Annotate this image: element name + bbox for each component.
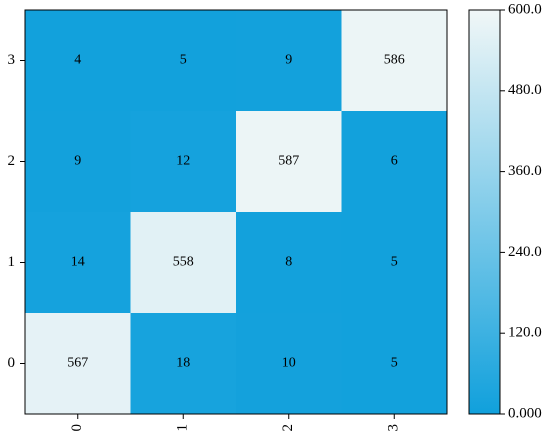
cell-label: 5	[180, 53, 187, 68]
x-tick-label: 3	[386, 424, 402, 432]
cell-label: 9	[74, 154, 81, 169]
heatmap-cell	[25, 10, 131, 111]
cell-label: 9	[285, 53, 292, 68]
heatmap-cell	[341, 212, 447, 313]
cell-label: 8	[285, 255, 292, 270]
heatmap-cell	[236, 212, 342, 313]
heatmap-cell	[25, 212, 131, 313]
cell-label: 18	[176, 356, 190, 371]
heatmap-cell	[25, 313, 131, 414]
colorbar-tick-label: 480.0	[508, 82, 542, 98]
plot-frame	[24, 9, 448, 415]
y-tick-label: 1	[8, 254, 16, 270]
cell-label: 10	[282, 356, 296, 371]
heatmap-cell	[236, 111, 342, 212]
cell-label: 5	[391, 255, 398, 270]
x-tick-label: 2	[280, 424, 296, 432]
cell-label: 6	[391, 154, 398, 169]
cell-label: 586	[384, 53, 405, 68]
y-tick-label: 0	[8, 355, 16, 371]
cell-label: 14	[71, 255, 85, 270]
x-tick-label: 1	[175, 424, 191, 432]
heatmap-cell	[341, 313, 447, 414]
heatmap-cell	[236, 313, 342, 414]
colorbar-tick-label: 120.0	[508, 325, 542, 341]
heatmap-cell	[341, 10, 447, 111]
colorbar-tick-label: 240.0	[508, 244, 542, 260]
y-tick-label: 3	[8, 52, 16, 68]
heatmap-cell	[130, 313, 236, 414]
cell-label: 587	[278, 154, 299, 169]
heatmap-cell	[25, 111, 131, 212]
heatmap-cell	[130, 212, 236, 313]
cell-label: 567	[67, 356, 88, 371]
heatmap-cell	[130, 111, 236, 212]
colorbar-tick-label: 0.000	[508, 405, 542, 421]
colorbar	[468, 9, 501, 415]
heatmap-cell	[341, 111, 447, 212]
colorbar-tick-label: 360.0	[508, 163, 542, 179]
cell-label: 558	[173, 255, 194, 270]
x-tick-label: 0	[69, 424, 85, 432]
cell-label: 5	[391, 356, 398, 371]
cell-label: 4	[74, 53, 81, 68]
colorbar-tick-label: 600.0	[508, 1, 542, 17]
heatmap-cell	[236, 10, 342, 111]
heatmap-cell	[130, 10, 236, 111]
y-tick-label: 2	[8, 153, 16, 169]
cell-label: 12	[176, 154, 190, 169]
